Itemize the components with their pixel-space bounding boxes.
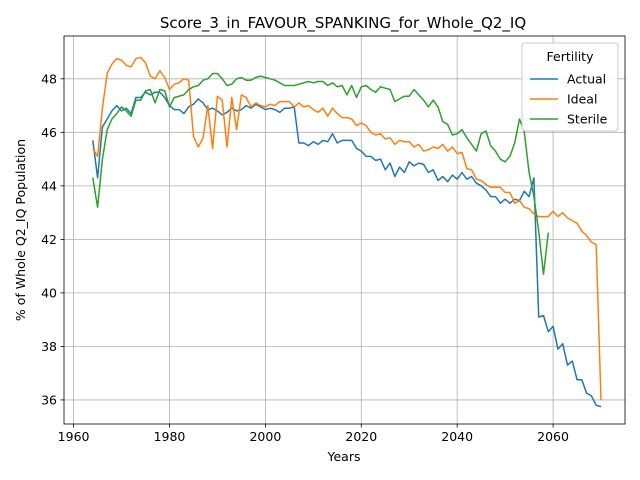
x-tick-label: 1960	[58, 429, 90, 444]
plot-frame	[63, 35, 626, 425]
series-line-ideal	[92, 56, 602, 400]
series-line-sterile	[92, 72, 550, 275]
y-tick-label: 38	[41, 339, 57, 354]
x-tick-label: 2000	[249, 429, 281, 444]
y-tick-label: 46	[41, 125, 57, 140]
legend-title: Fertility	[547, 49, 595, 64]
x-axis-ticks: 1960 1980 2000 2020 2040 2060	[58, 424, 569, 444]
legend-box	[521, 42, 619, 132]
y-axis-label: % of Whole Q2_IQ Population	[13, 139, 28, 321]
x-tick-label: 2020	[345, 429, 377, 444]
y-tick-label: 40	[41, 285, 57, 300]
y-tick-label: 36	[41, 392, 57, 407]
series-line-actual	[92, 91, 602, 408]
y-tick-label: 48	[41, 71, 57, 86]
x-axis-label: Years	[327, 449, 361, 464]
y-axis-ticks: 36 38 40 42 44 46 48	[41, 71, 64, 407]
x-tick-label: 2040	[441, 429, 473, 444]
x-tick-label: 1980	[154, 429, 186, 444]
y-tick-label: 42	[41, 232, 57, 247]
legend-label-sterile: Sterile	[567, 112, 608, 127]
chart-title: Score_3_in_FAVOUR_SPANKING_for_Whole_Q2_…	[160, 14, 526, 33]
x-tick-label: 2060	[537, 429, 569, 444]
y-tick-label: 44	[41, 178, 57, 193]
legend-label-actual: Actual	[567, 72, 606, 87]
legend: Fertility Actual Ideal Sterile	[521, 42, 619, 132]
series-lines	[92, 56, 602, 408]
legend-label-ideal: Ideal	[567, 92, 597, 107]
